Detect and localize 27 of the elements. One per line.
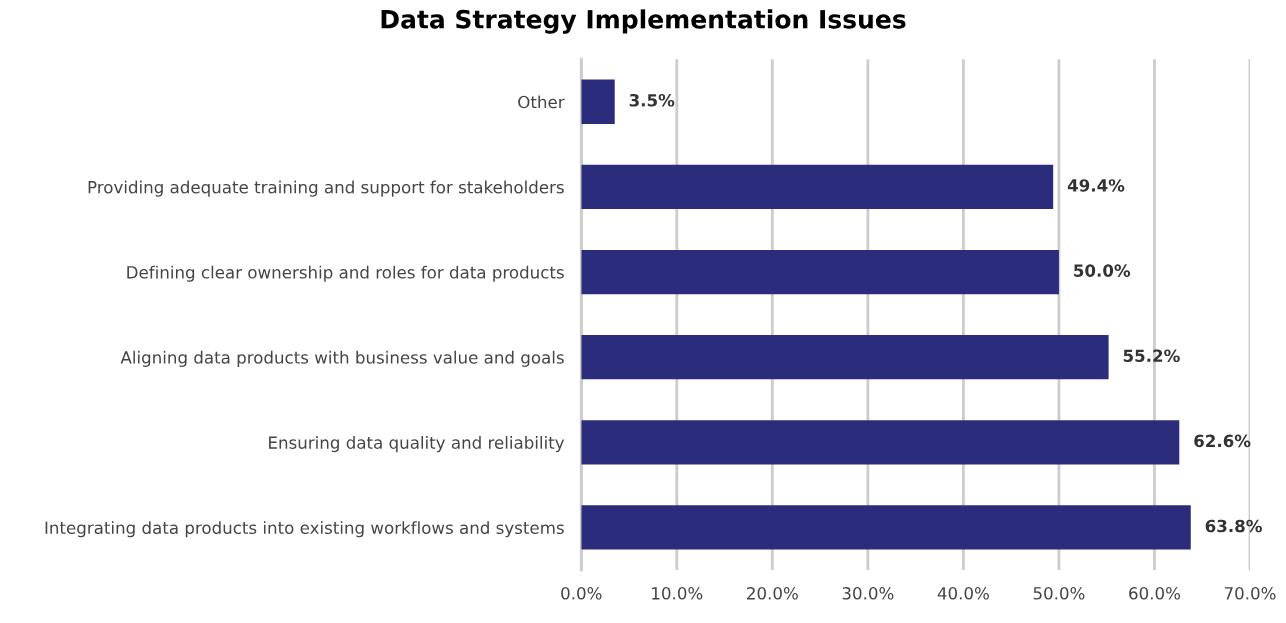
x-tick-label: 40.0% <box>937 587 989 600</box>
x-tick-label: 0.0% <box>561 587 602 600</box>
x-tick-label: 30.0% <box>842 587 894 600</box>
x-tick-label: 50.0% <box>1033 587 1085 600</box>
y-tick-label: Defining clear ownership and roles for data products <box>127 265 564 282</box>
y-tick-label: Providing adequate training and support for stakeholders <box>88 180 564 197</box>
y-tick-label: Other <box>518 95 565 109</box>
data-label: 55.2% <box>1123 349 1180 363</box>
data-label: 50.0% <box>1074 264 1131 277</box>
data-label: 3.5% <box>629 93 675 107</box>
bar <box>581 335 1109 380</box>
bar <box>581 249 1059 295</box>
y-tick-label: Integrating data products into existing workflows and systems <box>45 521 564 538</box>
y-tick-label: Ensuring data quality and reliability <box>269 436 565 453</box>
bar <box>581 505 1191 550</box>
y-tick-label: Aligning data products with business value and goals <box>120 350 564 367</box>
bar <box>581 420 1180 465</box>
bar <box>581 164 1054 210</box>
x-tick-label: 10.0% <box>652 587 703 600</box>
data-label: 62.6% <box>1194 434 1251 448</box>
x-tick-label: 60.0% <box>1129 587 1181 600</box>
data-label: 49.4% <box>1067 179 1125 192</box>
data-label: 63.8% <box>1205 519 1262 533</box>
x-tick-label: 20.0% <box>747 587 798 600</box>
x-tick-label: 70.0% <box>1224 587 1276 600</box>
bar <box>581 79 615 124</box>
chart-title: Data Strategy Implementation Issues <box>381 9 906 34</box>
